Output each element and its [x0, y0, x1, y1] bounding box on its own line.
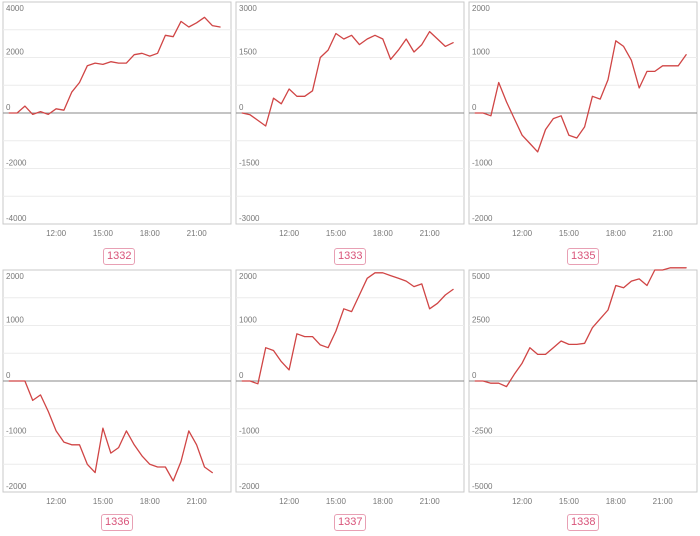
x-tick-label: 21:00 [187, 229, 208, 238]
x-tick-label: 12:00 [512, 497, 533, 506]
x-tick-label: 15:00 [559, 229, 580, 238]
line-chart-1338: 5000 2500 0 -2500 -5000 12:00 15:00 18:00 21:00 [468, 267, 698, 506]
y-tick-label: 3000 [239, 4, 257, 13]
line-chart-1336: 2000 1000 0 -1000 -2000 12:00 15:00 18:00 21:00 [2, 269, 232, 506]
y-tick-label: -3000 [239, 214, 260, 223]
line-chart-1333: 3000 1500 0 -1500 -3000 12:00 15:00 18:00 21:00 [235, 1, 465, 238]
y-tick-label: 2000 [6, 272, 24, 281]
y-tick-label: 0 [6, 371, 11, 380]
x-tick-label: 18:00 [140, 497, 161, 506]
y-tick-label: -2000 [239, 482, 260, 491]
series-line [8, 380, 213, 482]
y-tick-label: -2000 [6, 159, 27, 168]
y-tick-label: 1000 [239, 316, 257, 325]
y-tick-label: 0 [6, 103, 11, 112]
y-tick-label: 1000 [6, 316, 24, 325]
x-tick-label: 21:00 [420, 229, 441, 238]
y-tick-label: 4000 [6, 4, 24, 13]
y-tick-label: -2500 [472, 427, 493, 436]
chart-panel-1332: 4000 2000 0 -2000 -4000 12:00 15:00 18:00 21:00 … [0, 0, 232, 268]
x-tick-label: 18:00 [373, 497, 394, 506]
chart-label-badge[interactable]: 1332 [103, 248, 135, 265]
x-tick-label: 21:00 [420, 497, 441, 506]
x-tick-label: 15:00 [559, 497, 580, 506]
y-tick-label: 1500 [239, 48, 257, 57]
x-tick-label: 21:00 [653, 497, 674, 506]
x-tick-label: 15:00 [326, 229, 347, 238]
y-tick-label: 2000 [239, 272, 257, 281]
line-chart-1335: 2000 1000 0 -1000 -2000 12:00 15:00 18:00 21:00 [468, 1, 698, 238]
y-tick-label: 2000 [6, 48, 24, 57]
chart-panel-1338: 5000 2500 0 -2500 -5000 12:00 15:00 18:00 21:00 … [466, 267, 698, 536]
y-tick-label: 0 [472, 103, 477, 112]
series-line [8, 16, 221, 116]
series-line [474, 40, 687, 153]
x-tick-label: 12:00 [46, 497, 67, 506]
x-tick-label: 18:00 [606, 229, 627, 238]
chart-label-badge[interactable]: 1336 [101, 514, 133, 531]
y-tick-label: -1000 [472, 159, 493, 168]
x-tick-label: 12:00 [46, 229, 67, 238]
x-tick-label: 18:00 [606, 497, 627, 506]
y-tick-label: -2000 [472, 214, 493, 223]
x-tick-label: 12:00 [512, 229, 533, 238]
y-tick-label: 2000 [472, 4, 490, 13]
line-chart-1337: 2000 1000 0 -1000 -2000 12:00 15:00 18:00 21:00 [235, 269, 465, 506]
y-tick-label: -1500 [239, 159, 260, 168]
x-tick-label: 12:00 [279, 497, 300, 506]
series-line [241, 30, 454, 127]
y-tick-label: -1000 [239, 427, 260, 436]
x-tick-label: 15:00 [326, 497, 347, 506]
y-tick-label: -2000 [6, 482, 27, 491]
chart-label-badge[interactable]: 1338 [567, 514, 599, 531]
y-tick-label: 1000 [472, 48, 490, 57]
x-tick-label: 18:00 [373, 229, 394, 238]
series-line [474, 267, 687, 388]
x-tick-label: 15:00 [93, 497, 114, 506]
line-chart-1332: 4000 2000 0 -2000 -4000 12:00 15:00 18:00 21:00 [2, 1, 232, 238]
x-tick-label: 12:00 [279, 229, 300, 238]
x-tick-label: 21:00 [653, 229, 674, 238]
chart-panel-1336: 2000 1000 0 -1000 -2000 12:00 15:00 18:00 21:00 … [0, 268, 232, 536]
chart-label-badge[interactable]: 1337 [334, 514, 366, 531]
chart-panel-1333: 3000 1500 0 -1500 -3000 12:00 15:00 18:00 21:00 … [233, 0, 465, 268]
y-tick-label: 0 [472, 371, 477, 380]
y-tick-label: -4000 [6, 214, 27, 223]
x-tick-label: 15:00 [93, 229, 114, 238]
chart-panel-1335: 2000 1000 0 -1000 -2000 12:00 15:00 18:00 21:00 … [466, 0, 698, 268]
y-tick-label: 0 [239, 103, 244, 112]
y-tick-label: 5000 [472, 272, 490, 281]
chart-label-badge[interactable]: 1333 [334, 248, 366, 265]
y-tick-label: -5000 [472, 482, 493, 491]
chart-label-badge[interactable]: 1335 [567, 248, 599, 265]
chart-panel-1337: 2000 1000 0 -1000 -2000 12:00 15:00 18:00 21:00 … [233, 268, 465, 536]
y-tick-label: -1000 [6, 427, 27, 436]
x-tick-label: 18:00 [140, 229, 161, 238]
y-tick-label: 0 [239, 371, 244, 380]
series-line [241, 272, 454, 385]
x-tick-label: 21:00 [187, 497, 208, 506]
y-tick-label: 2500 [472, 316, 490, 325]
